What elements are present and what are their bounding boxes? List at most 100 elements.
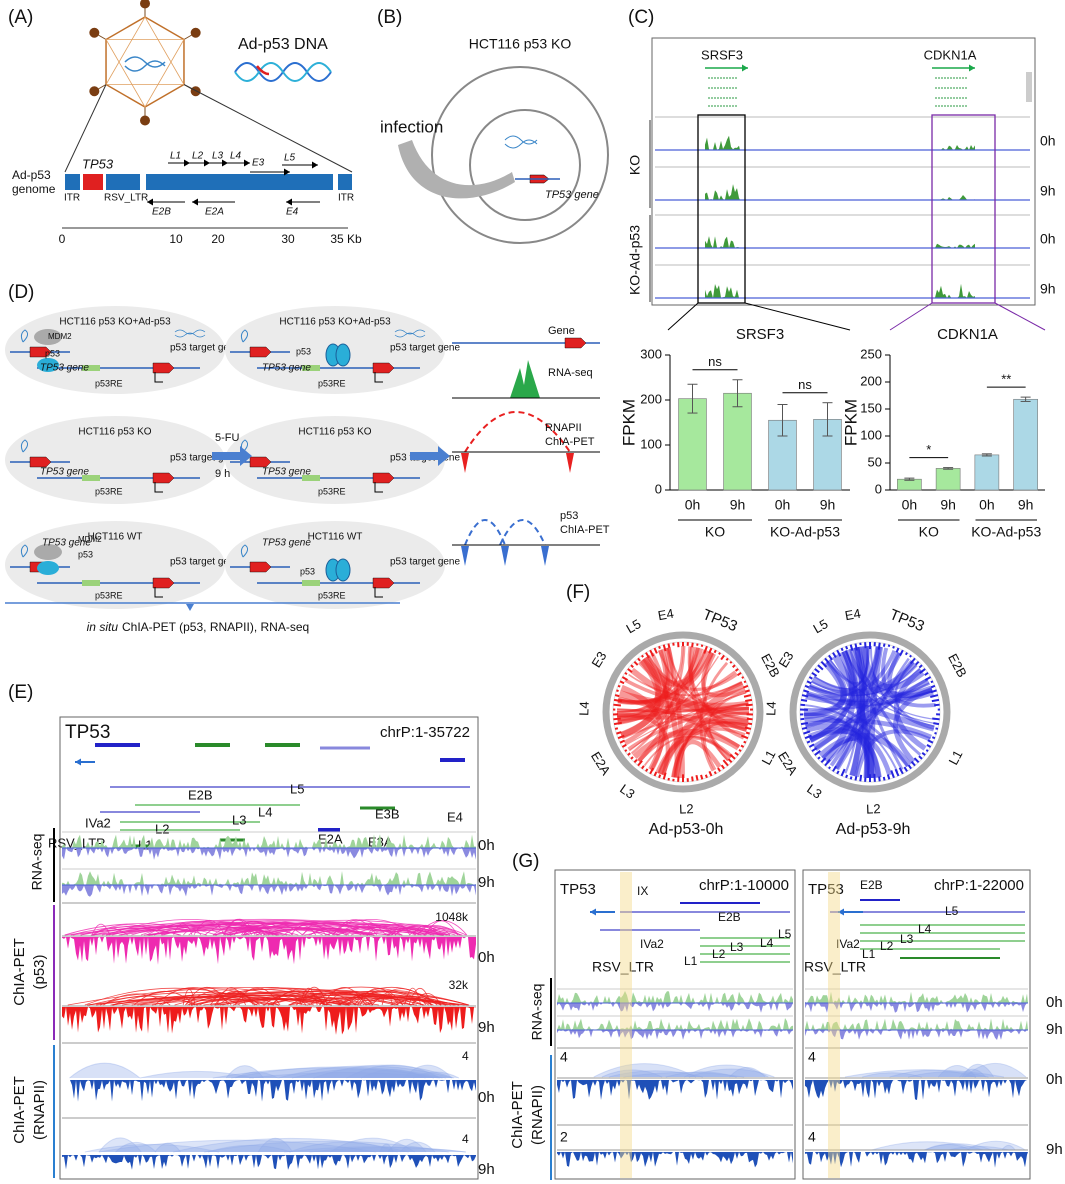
chord <box>869 645 935 730</box>
loop-arc <box>112 987 314 1006</box>
timepoint: 9h <box>478 874 495 891</box>
chord <box>625 692 747 746</box>
loop-arc <box>322 987 366 1006</box>
line <box>613 721 622 726</box>
loop-arc <box>318 999 349 1006</box>
line <box>934 703 940 707</box>
chord <box>671 727 746 778</box>
shape <box>394 329 426 338</box>
loop-arc <box>196 991 412 1006</box>
line <box>934 732 937 735</box>
segment-label: L4 <box>763 701 778 716</box>
feature-label: L4 <box>258 804 272 819</box>
chord <box>617 703 749 719</box>
condition: KO <box>627 155 643 175</box>
line <box>828 654 833 661</box>
line <box>918 664 923 669</box>
line <box>931 736 936 740</box>
signal-track <box>705 236 740 248</box>
segment-label: L3 <box>804 781 824 802</box>
timepoint: 9h <box>1040 281 1056 297</box>
region: chrP:1-22000 <box>934 877 1024 894</box>
chord <box>665 647 685 779</box>
chord <box>617 647 674 726</box>
transcript-label: E2B <box>152 207 171 218</box>
scale: 4 <box>560 1049 568 1065</box>
bar <box>723 392 752 491</box>
shape <box>29 456 52 468</box>
cell-title: HCT116 p53 KO <box>469 36 572 52</box>
shape <box>564 337 587 349</box>
signal-track <box>62 848 476 860</box>
chord <box>616 656 662 718</box>
timepoint: 9h <box>478 1019 495 1036</box>
line <box>808 676 813 680</box>
segment-label: L1 <box>759 748 779 768</box>
segment-label: TP53 <box>887 606 927 635</box>
segment-label: L2 <box>866 801 881 816</box>
significance: ns <box>708 354 722 369</box>
loop-arc <box>69 1062 141 1079</box>
shape <box>20 329 29 343</box>
shape <box>106 174 140 190</box>
scale: 4 <box>462 1049 469 1063</box>
line <box>708 770 713 777</box>
shape <box>240 329 249 343</box>
shape <box>186 604 194 611</box>
shape <box>82 580 100 586</box>
loop-arc <box>115 1141 157 1153</box>
shape <box>192 198 198 206</box>
loop-arc <box>212 1067 443 1079</box>
line <box>919 668 926 674</box>
y-tick-label: 0 <box>875 481 882 496</box>
chord <box>628 673 743 697</box>
shape <box>124 56 166 72</box>
line <box>918 755 923 760</box>
p53 <box>37 358 59 372</box>
chord <box>894 660 935 728</box>
line <box>840 647 844 652</box>
line <box>722 759 729 767</box>
timepoint: 9h <box>478 1161 495 1178</box>
shape <box>152 362 175 374</box>
gene-name: SRSF3 <box>701 47 743 62</box>
line <box>658 645 661 649</box>
cell-text: p53RE <box>95 486 123 496</box>
x-tick-label: 0h <box>902 497 918 513</box>
line <box>924 672 929 676</box>
transcript-label: E4 <box>286 207 299 218</box>
chord <box>856 646 870 779</box>
shape <box>697 114 746 304</box>
chord <box>809 668 921 697</box>
chord <box>617 670 737 718</box>
shape <box>372 362 395 374</box>
line <box>814 668 820 674</box>
chord <box>671 711 750 778</box>
cell-text: p53 target gene <box>170 557 240 568</box>
timepoint: 0h <box>1046 1071 1063 1088</box>
chord <box>701 652 746 698</box>
loop-arc <box>70 925 207 936</box>
line <box>649 649 655 657</box>
signal-track <box>62 1080 476 1102</box>
cell-text: p53 target gene <box>390 343 460 354</box>
loop-arc <box>327 919 416 936</box>
loop-arc <box>183 929 202 936</box>
loop-arc <box>924 1143 971 1151</box>
footer: in situ <box>87 620 119 634</box>
loop-arc <box>310 927 347 936</box>
loop-arc <box>265 925 403 936</box>
loop-arc <box>120 922 443 936</box>
track-label: (p53) <box>31 954 48 989</box>
panel-label: (A) <box>8 7 33 28</box>
line <box>909 657 916 665</box>
signal-track <box>705 284 740 298</box>
loop-arc <box>414 929 449 936</box>
cell-text: TP53 gene <box>40 363 89 374</box>
loop-arc <box>729 1066 766 1078</box>
chord <box>617 645 684 703</box>
chord <box>617 708 748 728</box>
timepoint: 9h <box>1046 1141 1063 1158</box>
shape <box>410 446 450 466</box>
line <box>645 768 649 772</box>
